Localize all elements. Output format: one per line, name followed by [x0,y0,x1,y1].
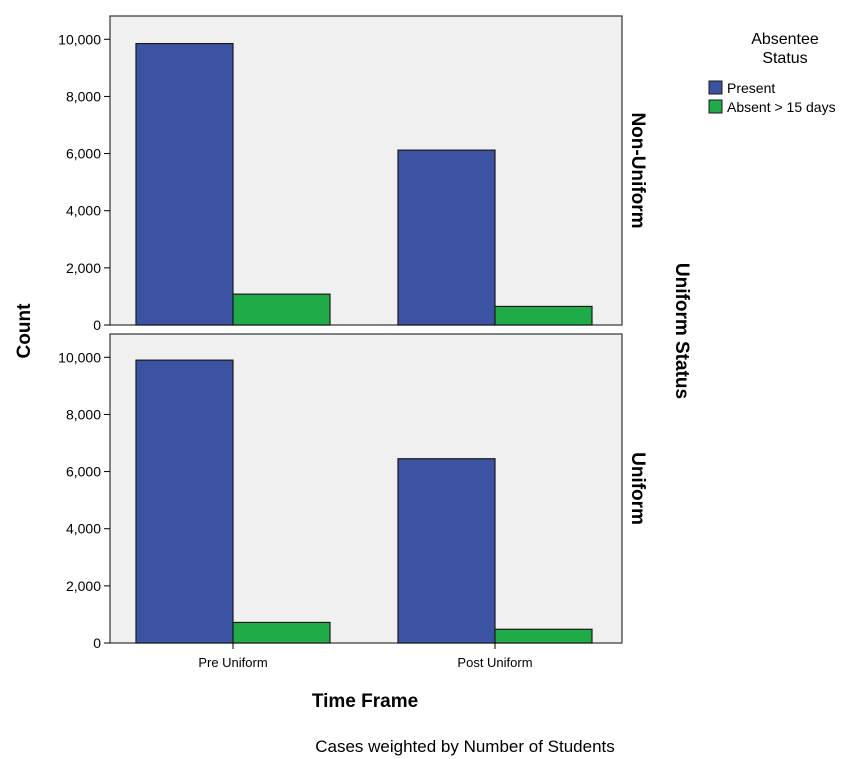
bar-absent-pre [232,293,331,326]
legend-swatch [708,80,723,95]
y-tick-label: 8,000 [66,406,101,422]
bar-absent-post [494,628,593,644]
y-tick-label: 10,000 [58,31,101,47]
x-tick-label: Pre Uniform [198,655,267,670]
y-tick-label: 0 [93,317,101,333]
legend-title-line-2: Status [762,50,807,67]
legend-swatch [708,99,723,114]
x-tick-label: Post Uniform [457,655,532,670]
bar-present-pre [135,359,234,644]
legend: Absentee Status Present Absent > 15 days [708,31,836,115]
y-axis-title: Count [14,303,35,359]
legend-title-line-1: Absentee [751,31,819,48]
legend-items: Present Absent > 15 days [708,80,836,115]
bar-absent-post [494,305,593,326]
bar-absent-pre [232,621,331,644]
legend-label: Absent > 15 days [727,99,836,115]
panel-2: 0 2,000 4,000 6,000 8,000 10,000 Uniform [58,333,648,651]
chart-panels: 0 2,000 4,000 6,000 8,000 10,000 Non-Uniform 0 2… [58,15,648,670]
facet-axis-title: Uniform Status [671,263,692,399]
panel-label: Uniform [627,452,648,525]
y-tick-label: 2,000 [66,260,101,276]
y-tick-label: 4,000 [66,203,101,219]
legend-label: Present [727,80,775,96]
bar-present-pre [135,42,234,326]
y-tick-label: 10,000 [58,349,101,365]
y-tick-label: 8,000 [66,88,101,104]
bar-present-post [397,149,496,326]
y-tick-label: 6,000 [66,464,101,480]
footnote: Cases weighted by Number of Students [315,737,615,756]
y-tick-label: 0 [93,635,101,651]
x-axis-title: Time Frame [312,691,418,712]
y-tick-label: 2,000 [66,578,101,594]
panel-label: Non-Uniform [627,112,648,228]
panel-1: 0 2,000 4,000 6,000 8,000 10,000 Non-Uniform [58,15,648,333]
y-tick-label: 6,000 [66,146,101,162]
y-tick-label: 4,000 [66,521,101,537]
bar-present-post [397,458,496,644]
